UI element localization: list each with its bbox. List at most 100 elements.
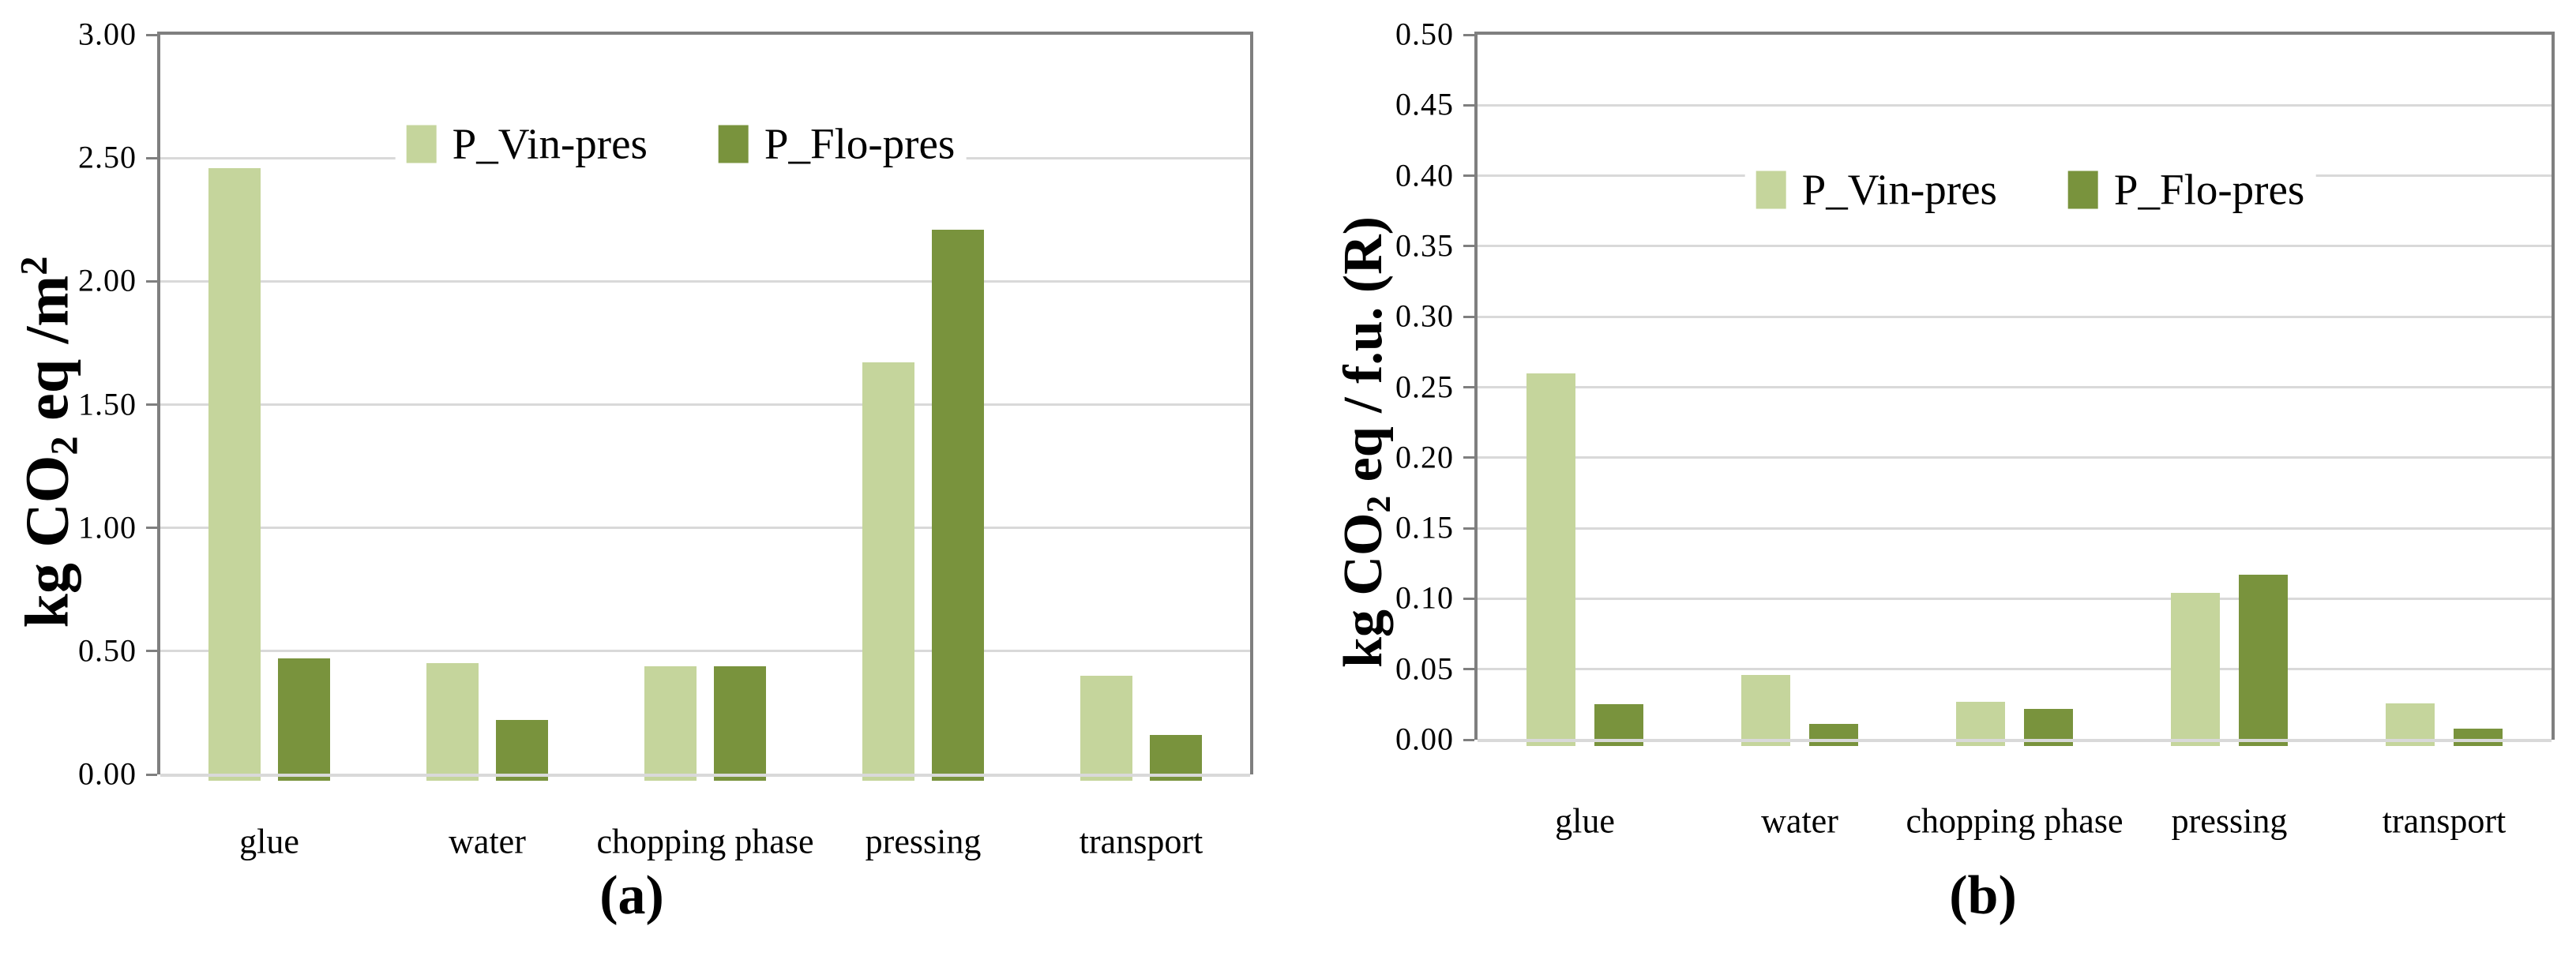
bar-P_Vin-pres-transport (1080, 676, 1132, 781)
y-tick-mark (1463, 245, 1474, 248)
y-tick-label-2.00: 2.00 (78, 262, 137, 298)
x-category-label-pressing: pressing (865, 822, 982, 861)
x-axis-baseline (1478, 738, 2552, 742)
bar-P_Flo-pres-transport (1150, 735, 1202, 781)
gridline-0.15 (1478, 527, 2552, 530)
x-category-label-glue: glue (1555, 801, 1615, 841)
plot-border-top (157, 32, 1253, 35)
bar-P_Flo-pres-pressing (932, 229, 984, 781)
y-tick-mark (1463, 597, 1474, 600)
chart-a: 0.00 0.50 1.00 1.50 2.00 2.50 3.00 glue water cho… (11, 16, 1253, 926)
bar-P_Vin-pres-water (1741, 674, 1790, 746)
y-tick-label-0.00: 0.00 (78, 755, 137, 792)
y-tick-label-0.30: 0.30 (1395, 298, 1454, 334)
y-tick-label-0.15: 0.15 (1395, 509, 1454, 545)
bar-P_Vin-pres-pressing (2171, 593, 2220, 746)
y-axis-title-part: 2 (13, 256, 55, 276)
legend-label-P_Flo-pres: P_Flo-pres (764, 119, 956, 168)
y-tick-label-0.00: 0.00 (1395, 721, 1454, 757)
y-tick-mark (1463, 386, 1474, 388)
y-axis-title-part: 2 (43, 436, 86, 456)
x-category-label-pressing: pressing (2171, 801, 2288, 841)
gridline-0.30 (1478, 315, 2552, 318)
chart-b: 0.00 0.05 0.10 0.15 0.20 0.25 0.30 0.35 0.40 0.45… (1288, 0, 2576, 956)
y-tick-mark (1463, 456, 1474, 459)
plot-border-top (1474, 32, 2555, 35)
y-tick-label-0.10: 0.10 (1395, 579, 1454, 616)
bar-P_Flo-pres-water (496, 720, 548, 781)
y-axis-line (1474, 35, 1478, 740)
gridline-0.05 (1478, 668, 2552, 671)
y-axis-title-part: kg CO (12, 455, 81, 628)
y-tick-mark (1463, 103, 1474, 107)
legend-swatch-P_Vin-pres (406, 125, 437, 163)
x-category-label-glue: glue (239, 822, 299, 861)
x-category-label-transport: transport (2382, 801, 2507, 841)
bar-P_Flo-pres-pressing (2239, 575, 2288, 746)
legend-label-P_Vin-pres: P_Vin-pres (1801, 165, 1997, 214)
legend-entry-P_Vin-pres: P_Vin-pres (1756, 165, 1997, 215)
x-axis-baseline (160, 773, 1250, 777)
x-category-label-chopping phase: chopping phase (596, 822, 814, 861)
y-axis-title-part: 2 (1359, 495, 1398, 513)
y-tick-label-0.20: 0.20 (1395, 439, 1454, 475)
y-tick-mark (146, 156, 157, 159)
bar-P_Vin-pres-glue (208, 167, 261, 781)
legend: P_Vin-pres P_Flo-pres (395, 114, 967, 174)
legend-entry-P_Flo-pres: P_Flo-pres (718, 119, 956, 169)
bar-P_Flo-pres-transport (2454, 728, 2503, 746)
y-axis-title: kg CO2 eq / f.u. (R) (1332, 216, 1399, 668)
y-tick-mark (146, 650, 157, 653)
y-tick-mark (1463, 33, 1474, 36)
y-tick-label-0.35: 0.35 (1395, 227, 1454, 264)
y-tick-mark (1463, 738, 1474, 741)
x-category-label-water: water (449, 822, 526, 861)
y-tick-mark (1463, 668, 1474, 671)
y-tick-label-0.25: 0.25 (1395, 369, 1454, 405)
bar-P_Flo-pres-glue (278, 658, 330, 781)
plot-border-right (2552, 35, 2555, 740)
y-axis-title-part: eq /m (12, 275, 81, 437)
bar-P_Vin-pres-chopping phase (644, 665, 697, 781)
legend-label-P_Flo-pres: P_Flo-pres (2113, 165, 2305, 214)
y-tick-label-0.50: 0.50 (78, 632, 137, 669)
legend: P_Vin-pres P_Flo-pres (1744, 159, 2316, 219)
y-tick-mark (146, 403, 157, 406)
x-category-label-transport: transport (1079, 822, 1204, 861)
y-tick-mark (146, 773, 157, 776)
y-tick-mark (1463, 174, 1474, 178)
y-tick-mark (146, 527, 157, 530)
y-axis-title-part: kg CO (1333, 512, 1395, 669)
legend-swatch-P_Vin-pres (1756, 171, 1786, 208)
y-tick-mark (1463, 527, 1474, 530)
gridline-0.50 (160, 650, 1250, 653)
y-tick-label-0.45: 0.45 (1395, 86, 1454, 122)
x-category-label-water: water (1761, 801, 1838, 841)
legend-swatch-P_Flo-pres (718, 125, 749, 163)
y-tick-label-2.50: 2.50 (78, 139, 137, 175)
gridline-2.00 (160, 279, 1250, 283)
y-tick-mark (146, 33, 157, 36)
bar-P_Flo-pres-chopping phase (714, 665, 766, 781)
y-axis-title-part: eq / f.u. (R) (1333, 216, 1395, 496)
x-category-label-chopping phase: chopping phase (1906, 801, 2124, 841)
y-tick-label-0.40: 0.40 (1395, 157, 1454, 193)
y-tick-label-1.50: 1.50 (78, 386, 137, 422)
gridline-0.45 (1478, 103, 2552, 107)
caption-b: (b) (1949, 865, 2017, 926)
legend-label-P_Vin-pres: P_Vin-pres (452, 119, 648, 168)
bar-P_Vin-pres-water (426, 663, 479, 781)
y-axis-line (157, 35, 160, 774)
y-tick-mark (1463, 315, 1474, 318)
bar-P_Flo-pres-water (1809, 724, 1858, 746)
gridline-1.00 (160, 527, 1250, 530)
legend-entry-P_Vin-pres: P_Vin-pres (406, 119, 648, 169)
caption-a: (a) (599, 865, 664, 926)
gridline-1.50 (160, 403, 1250, 406)
gridline-0.20 (1478, 456, 2552, 459)
y-axis-title: kg CO2 eq /m2 (11, 257, 86, 628)
gridline-0.35 (1478, 245, 2552, 248)
legend-entry-P_Flo-pres: P_Flo-pres (2067, 165, 2305, 215)
y-tick-label-3.00: 3.00 (78, 16, 137, 52)
